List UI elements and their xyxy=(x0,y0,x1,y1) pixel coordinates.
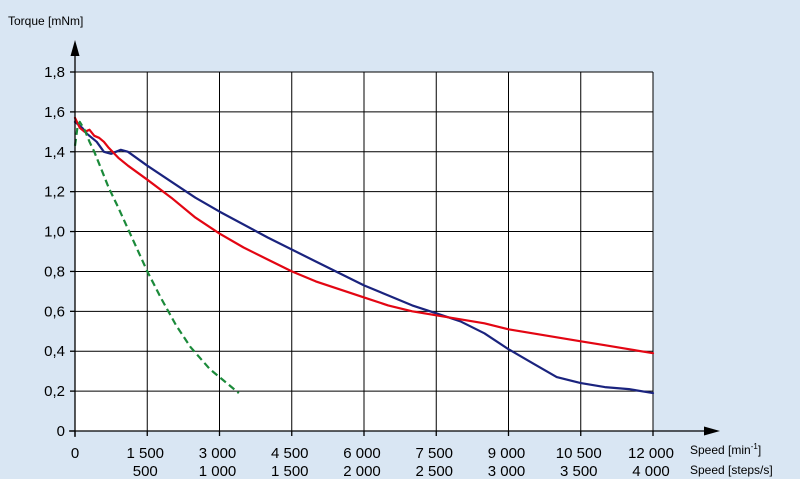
y-tick-label: 1,2 xyxy=(44,184,65,201)
y-axis-arrow-icon xyxy=(70,40,80,56)
tick-labels: 0 0,2 0,4 0,6 0,8 1,0 1,2 1,4 1,6 1,8 0 1 500 3 000 4… xyxy=(44,64,674,479)
x-tick-label: 4 500 xyxy=(271,445,309,462)
x-tick-label: 7 500 xyxy=(415,445,453,462)
x-tick-label: 10 500 xyxy=(556,445,602,462)
x-axis-arrow-icon xyxy=(704,426,720,436)
x-secondary-tick-label: 500 xyxy=(133,463,158,479)
x-axis-title-primary-main: Speed [min xyxy=(690,443,751,457)
x-tick-label: 1 500 xyxy=(126,445,164,462)
y-tick-label: 1,4 xyxy=(44,144,65,161)
series-line-2 xyxy=(73,116,655,355)
x-tick-label: 3 000 xyxy=(199,445,237,462)
series-line-1 xyxy=(73,120,655,395)
curves xyxy=(73,116,655,395)
series-line-3 xyxy=(73,120,240,394)
x-tick-label: 12 000 xyxy=(628,445,674,462)
y-tick-label: 0,4 xyxy=(44,343,65,360)
x-secondary-tick-label: 3 500 xyxy=(560,463,598,479)
x-secondary-tick-label: 1 000 xyxy=(199,463,237,479)
y-tick-label: 1,0 xyxy=(44,224,65,241)
x-axis-title-primary: Speed [min-1] xyxy=(690,442,761,457)
x-tick-label: 9 000 xyxy=(488,445,526,462)
x-tick-label: 6 000 xyxy=(343,445,381,462)
y-tick-label: 0,8 xyxy=(44,263,65,280)
x-secondary-tick-label: 1 500 xyxy=(271,463,309,479)
x-axis-title-primary-sup: -1 xyxy=(751,442,759,451)
x-axis-title-secondary: Speed [steps/s] xyxy=(690,463,773,477)
x-secondary-tick-label: 4 000 xyxy=(632,463,670,479)
x-secondary-tick-label: 2 500 xyxy=(415,463,453,479)
y-tick-label: 0 xyxy=(57,423,65,440)
y-axis-title: Torque [mNm] xyxy=(8,14,83,28)
axes xyxy=(69,40,720,437)
y-tick-label: 1,8 xyxy=(44,64,65,81)
grid-lines xyxy=(75,71,654,431)
y-tick-label: 1,6 xyxy=(44,104,65,121)
x-secondary-tick-label: 3 000 xyxy=(488,463,526,479)
x-tick-label: 0 xyxy=(71,445,79,462)
x-secondary-tick-label: 2 000 xyxy=(343,463,381,479)
x-axis-title-primary-end: ] xyxy=(758,443,761,457)
y-tick-label: 0,6 xyxy=(44,303,65,320)
y-tick-label: 0,2 xyxy=(44,383,65,400)
